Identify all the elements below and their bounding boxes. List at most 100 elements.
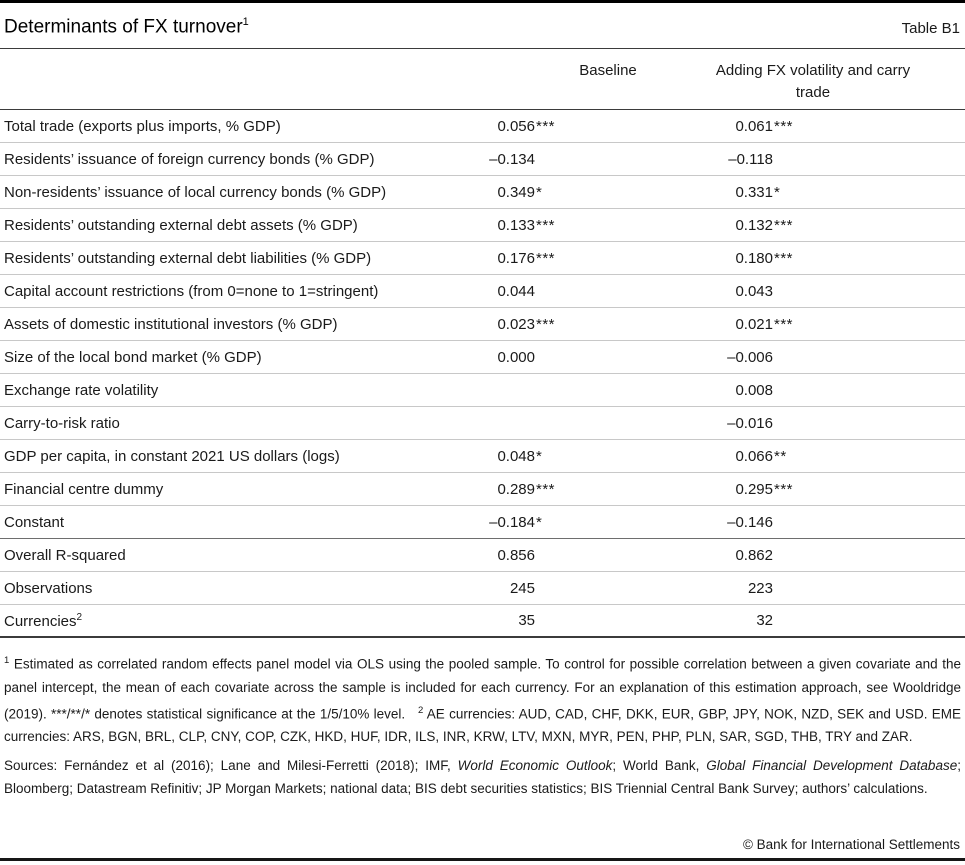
column-header-fx-volatility-carry-trade: Adding FX volatility and carry trade [715,62,911,102]
row-label: Non-residents’ issuance of local currenc… [4,183,387,201]
baseline-value: 0.856 [497,546,535,564]
fx-volatility-value: 0.061 [735,117,773,135]
baseline-value: 0.056 [497,117,535,135]
fx-volatility-significance-stars [773,415,774,432]
footnotes-block: 1 Estimated as correlated random effects… [0,638,965,748]
baseline-significance-stars: * [536,513,543,531]
table-row: Currencies2 35 32 [0,605,965,639]
row-label: Assets of domestic institutional investo… [4,315,338,333]
row-label: Currencies [4,612,77,630]
fx-volatility-value: 0.331 [735,183,773,201]
fx-volatility-significance-stars [773,612,774,629]
fx-volatility-significance-stars: *** [774,249,794,267]
table-row: Capital account restrictions (from 0=non… [0,275,965,309]
fx-volatility-significance-stars: *** [774,117,794,135]
baseline-significance-stars [535,283,536,300]
table-row: Total trade (exports plus imports, % GDP… [0,110,965,144]
table-row: Carry-to-risk ratio –0.016 [0,407,965,441]
page-title: Determinants of FX turnover1 [4,16,249,38]
baseline-significance-stars: *** [536,480,556,498]
baseline-significance-stars [535,151,536,168]
fx-volatility-significance-stars [773,580,774,597]
baseline-significance-stars [535,547,536,564]
row-label: Observations [4,579,93,597]
row-label: Overall R-squared [4,546,126,564]
baseline-value: 0.023 [497,315,535,333]
fx-volatility-value: 0.180 [735,249,773,267]
summary-statistic-rows: Overall R-squared 0.856 0.862 Observatio… [0,539,965,639]
baseline-significance-stars [535,349,536,366]
fx-volatility-value: –0.016 [727,414,773,432]
table-row: Observations 245 223 [0,572,965,606]
table-row: Residents’ outstanding external debt ass… [0,209,965,243]
fx-volatility-value: 0.021 [735,315,773,333]
baseline-significance-stars [535,580,536,597]
table-row: Overall R-squared 0.856 0.862 [0,539,965,573]
column-header-baseline: Baseline [579,62,637,80]
row-label: Residents’ outstanding external debt ass… [4,216,358,234]
baseline-significance-stars: * [536,447,543,465]
fx-volatility-value: –0.118 [728,150,773,168]
table-row: Residents’ issuance of foreign currency … [0,143,965,177]
baseline-value: 35 [518,612,535,630]
table-row: Size of the local bond market (% GDP) 0.… [0,341,965,375]
baseline-value: 0.176 [497,249,535,267]
fx-volatility-significance-stars: *** [774,216,794,234]
baseline-significance-stars: *** [536,216,556,234]
fx-volatility-value: 0.295 [735,480,773,498]
column-header-row: Baseline Adding FX volatility and carry … [0,49,965,111]
table-row: Non-residents’ issuance of local currenc… [0,176,965,210]
table-row: GDP per capita, in constant 2021 US doll… [0,440,965,474]
baseline-significance-stars: *** [536,249,556,267]
fx-volatility-significance-stars: *** [774,315,794,333]
coefficient-rows: Total trade (exports plus imports, % GDP… [0,110,965,540]
row-label: Total trade (exports plus imports, % GDP… [4,117,281,135]
table-row: Residents’ outstanding external debt lia… [0,242,965,276]
fx-volatility-significance-stars [773,283,774,300]
row-label: Carry-to-risk ratio [4,414,120,432]
baseline-value: –0.134 [489,150,535,168]
fx-volatility-value: 0.043 [735,282,773,300]
top-rule [0,0,965,3]
bottom-rule [0,858,965,861]
row-label: Capital account restrictions (from 0=non… [4,282,379,300]
fx-volatility-value: 0.066 [735,447,773,465]
fx-volatility-significance-stars [773,382,774,399]
row-label: Financial centre dummy [4,480,164,498]
title-footnote-marker: 1 [242,16,249,28]
baseline-significance-stars: *** [536,117,556,135]
table-number: Table B1 [901,20,960,38]
fx-volatility-significance-stars [773,151,774,168]
fx-volatility-significance-stars [773,547,774,564]
baseline-value: –0.184 [489,513,535,531]
row-label: Residents’ issuance of foreign currency … [4,150,375,168]
fx-volatility-significance-stars [773,349,774,366]
baseline-value: 0.000 [497,348,535,366]
fx-volatility-value: 0.132 [735,216,773,234]
fx-volatility-significance-stars: *** [774,480,794,498]
baseline-value: 0.133 [497,216,535,234]
fx-volatility-value: 0.862 [735,546,773,564]
copyright-notice: © Bank for International Settlements [742,837,960,852]
footnote-text: 1 Estimated as correlated random effects… [4,655,961,745]
fx-volatility-value: –0.006 [727,348,773,366]
table-row: Exchange rate volatility 0.008 [0,374,965,408]
title-bar: Determinants of FX turnover1 Table B1 [0,3,965,50]
sources-text: Sources: Fernández et al (2016); Lane an… [4,758,961,797]
baseline-value: 0.289 [497,480,535,498]
row-label: Constant [4,513,65,531]
fx-volatility-significance-stars: ** [774,447,787,465]
baseline-significance-stars: *** [536,315,556,333]
fx-volatility-significance-stars [773,514,774,531]
baseline-significance-stars: * [536,183,543,201]
table-row: Constant –0.184 * –0.146 [0,506,965,540]
title-text: Determinants of FX turnover [4,16,243,38]
fx-volatility-significance-stars: * [774,183,781,201]
row-label-footnote-marker: 2 [76,611,83,623]
row-label: GDP per capita, in constant 2021 US doll… [4,447,340,465]
baseline-value: 245 [509,579,535,597]
fx-volatility-value: 0.008 [735,381,773,399]
fx-volatility-value: 223 [747,579,773,597]
fx-volatility-value: –0.146 [727,513,773,531]
